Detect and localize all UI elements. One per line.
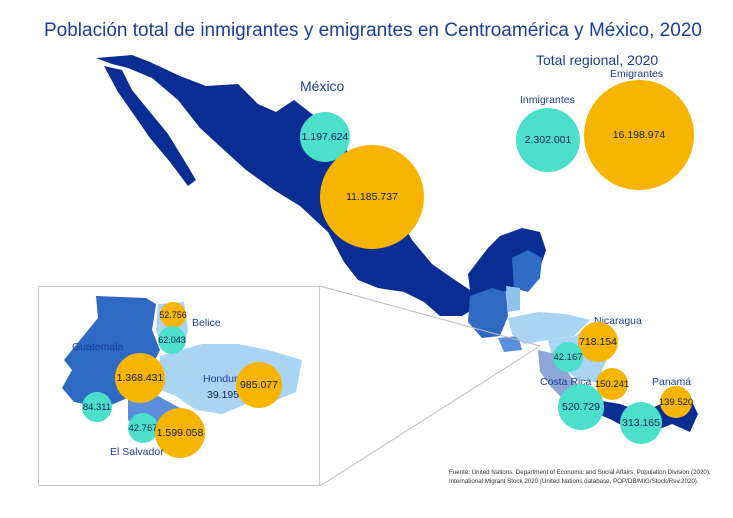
- panama-label: Panamá: [652, 376, 692, 388]
- costa-rica-immigrants-bubble: 520.729: [558, 384, 604, 430]
- belize-immigrants-bubble: 62.043: [158, 326, 186, 354]
- el-salvador-label: El Salvador: [110, 446, 164, 458]
- belize-label: Belice: [192, 317, 221, 329]
- regional-immigrants-label: Inmigrantes: [520, 94, 575, 106]
- regional-emigrants-label: Emigrantes: [610, 68, 664, 80]
- honduras-immigrants-value: 39.195: [207, 389, 240, 401]
- nicaragua-emigrants-bubble: 718.154: [578, 322, 618, 362]
- inset-connector-top: [319, 285, 541, 347]
- mexico-emigrants-bubble: 11.185.737: [320, 145, 424, 249]
- source-line-1: Fuente: United Nations, Department of Ec…: [449, 469, 711, 476]
- guatemala-small-shape: [468, 288, 508, 338]
- source-note: Fuente: United Nations, Department of Ec…: [449, 469, 724, 486]
- regional-immigrants-bubble: 2.302.001: [516, 108, 580, 172]
- honduras-emigrants-bubble: 985.077: [236, 362, 282, 408]
- map-title: Población total de inmigrantes y emigran…: [44, 20, 702, 41]
- mexico-label: México: [300, 78, 345, 94]
- yucatan-shape: [512, 250, 542, 292]
- baja-california-shape: [104, 66, 196, 186]
- guatemala-immigrants-bubble: 84.311: [82, 392, 112, 422]
- el-salvador-emigrants-bubble: 1.599.058: [155, 408, 205, 458]
- el-salvador-immigrants-bubble: 42.767: [128, 413, 158, 443]
- nicaragua-immigrants-bubble: 42.167: [553, 342, 583, 372]
- panama-emigrants-bubble: 139.520: [659, 386, 693, 418]
- central-america-inset-frame: [38, 286, 320, 486]
- costa-rica-emigrants-bubble: 150.241: [595, 368, 629, 400]
- belize-small-shape: [506, 286, 520, 312]
- el-salvador-small-shape: [498, 336, 522, 352]
- regional-total-heading: Total regional, 2020: [536, 52, 659, 68]
- mexico-immigrants-bubble: 1.197.624: [300, 112, 350, 162]
- honduras-small-shape: [508, 312, 590, 344]
- belize-emigrants-bubble: 52.756: [159, 302, 187, 328]
- source-line-2: International Migrant Stock 2020 (United…: [449, 477, 699, 485]
- inset-connector-bottom: [319, 345, 541, 487]
- guatemala-emigrants-bubble: 1.368.431: [115, 353, 165, 403]
- guatemala-label: Guatemala: [72, 341, 124, 353]
- regional-emigrants-bubble: 16.198.974: [584, 80, 694, 190]
- panama-immigrants-bubble: 313.165: [620, 402, 662, 444]
